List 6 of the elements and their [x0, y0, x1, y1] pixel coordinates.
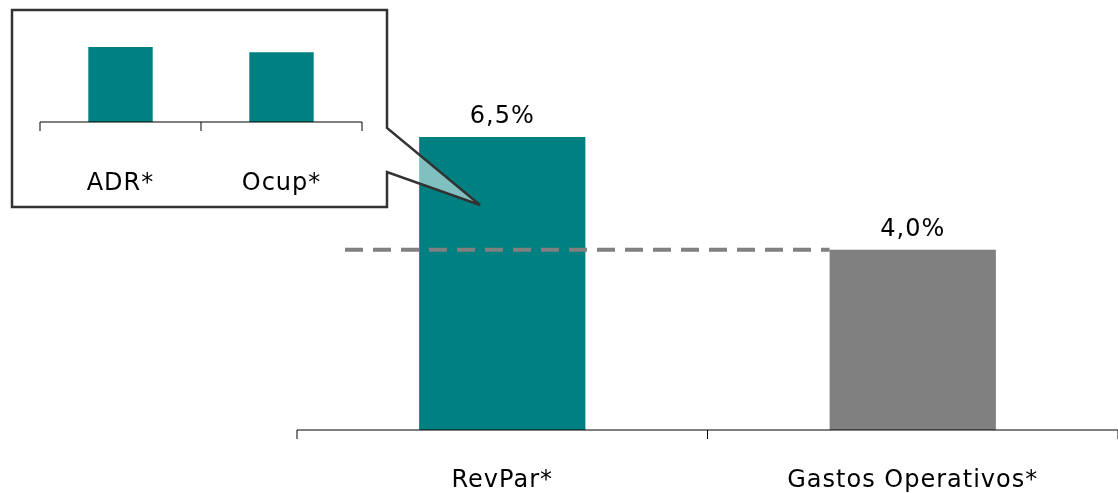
x-tick-label: ADR*: [86, 168, 155, 196]
x-tick-label: Gastos Operativos*: [787, 465, 1039, 493]
data-label: 4,0%: [880, 213, 946, 242]
data-label: 6,5%: [469, 101, 535, 129]
x-tick-label: Ocup*: [241, 168, 322, 196]
x-tick-label: RevPar*: [451, 465, 554, 493]
